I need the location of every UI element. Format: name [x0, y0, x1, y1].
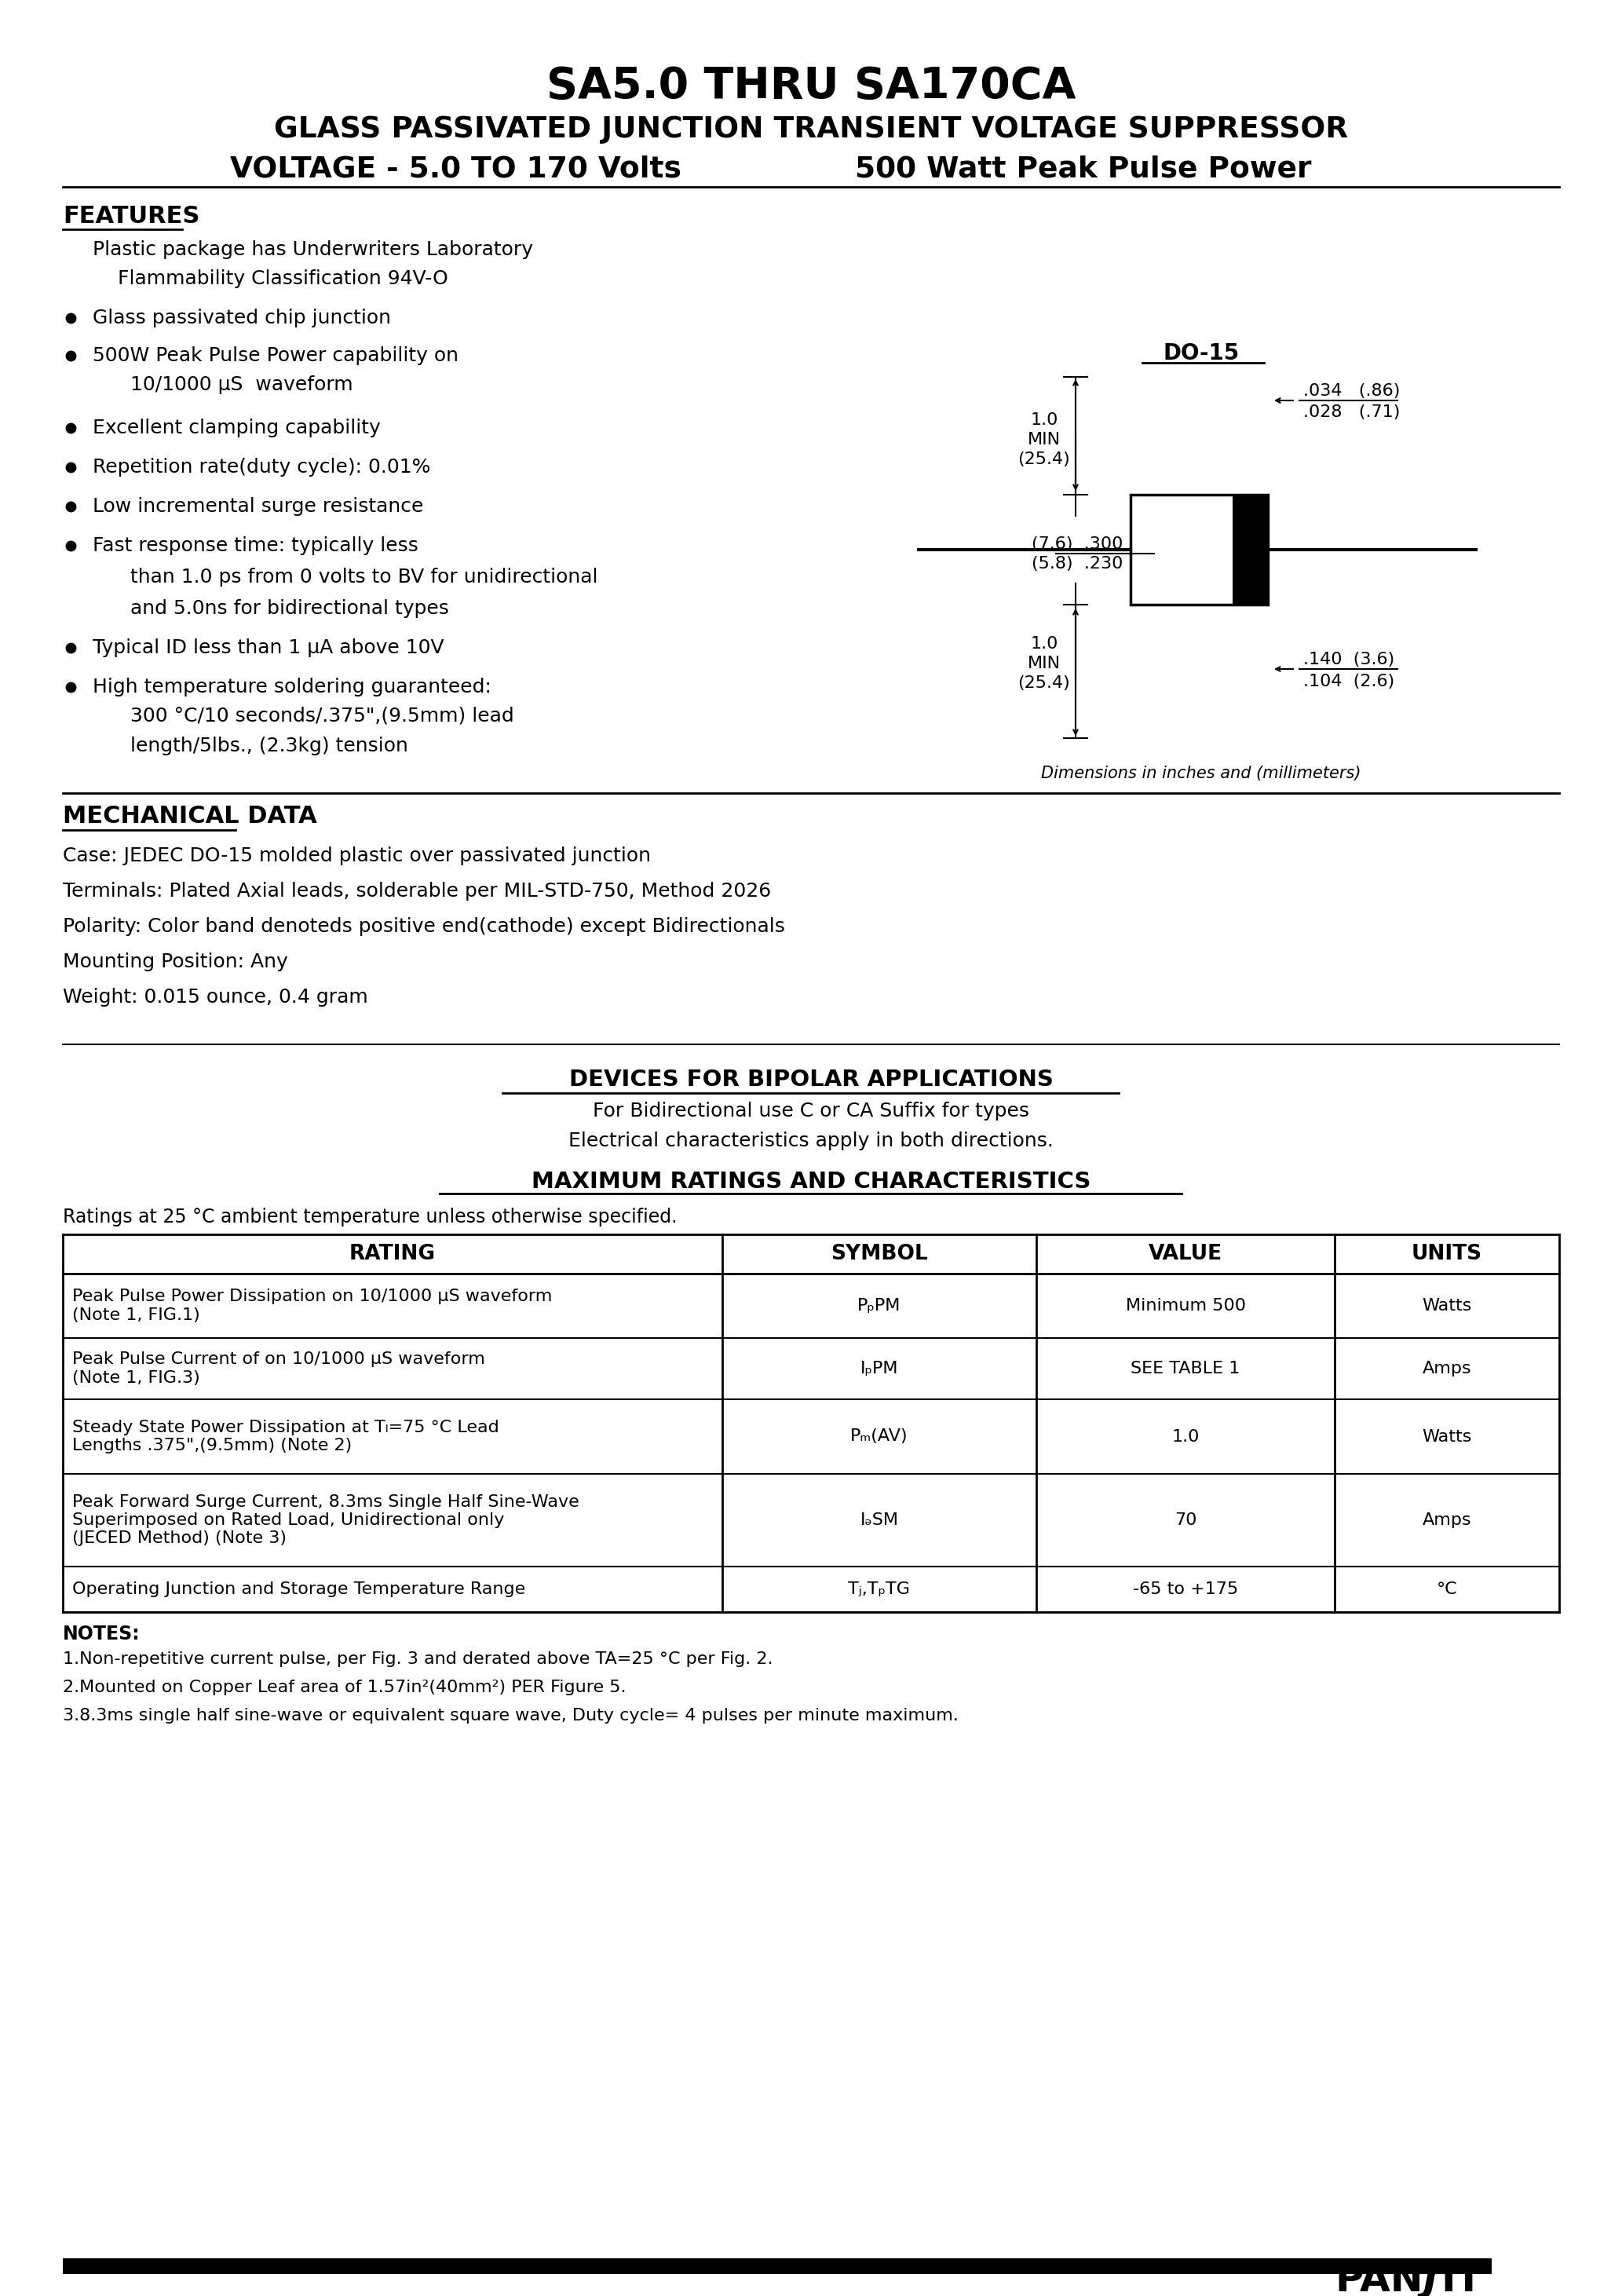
Text: 1.0: 1.0	[1030, 636, 1058, 652]
Text: 10/1000 µS  waveform: 10/1000 µS waveform	[92, 374, 354, 395]
Text: 300 °C/10 seconds/.375",(9.5mm) lead: 300 °C/10 seconds/.375",(9.5mm) lead	[92, 707, 514, 726]
Text: Watts: Watts	[1422, 1297, 1471, 1313]
Text: 1.Non-repetitive current pulse, per Fig. 3 and derated above TA=25 °C per Fig. 2: 1.Non-repetitive current pulse, per Fig.…	[63, 1651, 774, 1667]
Text: Tⱼ,TₚTG: Tⱼ,TₚTG	[848, 1582, 910, 1598]
Text: Peak Pulse Current of on 10/1000 µS waveform
(Note 1, FIG.3): Peak Pulse Current of on 10/1000 µS wave…	[73, 1352, 485, 1384]
Text: 500 Watt Peak Pulse Power: 500 Watt Peak Pulse Power	[855, 154, 1312, 184]
Text: (25.4): (25.4)	[1019, 675, 1071, 691]
Text: Excellent clamping capability: Excellent clamping capability	[92, 418, 381, 436]
Text: VOLTAGE - 5.0 TO 170 Volts: VOLTAGE - 5.0 TO 170 Volts	[230, 154, 681, 184]
Bar	[1233, 494, 1268, 604]
Text: Peak Forward Surge Current, 8.3ms Single Half Sine-Wave
Superimposed on Rated Lo: Peak Forward Surge Current, 8.3ms Single…	[73, 1495, 579, 1545]
Text: MIN: MIN	[1028, 432, 1061, 448]
Text: RATING: RATING	[349, 1244, 436, 1265]
Text: Minimum 500: Minimum 500	[1126, 1297, 1246, 1313]
Text: GLASS PASSIVATED JUNCTION TRANSIENT VOLTAGE SUPPRESSOR: GLASS PASSIVATED JUNCTION TRANSIENT VOLT…	[274, 115, 1348, 145]
Text: Amps: Amps	[1422, 1362, 1471, 1378]
Text: 3.8.3ms single half sine-wave or equivalent square wave, Duty cycle= 4 pulses pe: 3.8.3ms single half sine-wave or equival…	[63, 1708, 959, 1724]
Text: DEVICES FOR BIPOLAR APPLICATIONS: DEVICES FOR BIPOLAR APPLICATIONS	[569, 1068, 1053, 1091]
Text: Ratings at 25 °C ambient temperature unless otherwise specified.: Ratings at 25 °C ambient temperature unl…	[63, 1208, 676, 1226]
Text: Dimensions in inches and (millimeters): Dimensions in inches and (millimeters)	[1041, 765, 1361, 781]
Text: Operating Junction and Storage Temperature Range: Operating Junction and Storage Temperatu…	[73, 1582, 526, 1598]
Text: PAN: PAN	[1335, 2262, 1422, 2296]
Text: PₚPM: PₚPM	[858, 1297, 902, 1313]
Text: Polarity: Color band denoteds positive end(cathode) except Bidirectionals: Polarity: Color band denoteds positive e…	[63, 916, 785, 937]
Text: .028   (.71): .028 (.71)	[1302, 404, 1400, 420]
Text: 500W Peak Pulse Power capability on: 500W Peak Pulse Power capability on	[92, 347, 459, 365]
Text: FEATURES: FEATURES	[63, 204, 200, 227]
Text: 1.0: 1.0	[1171, 1428, 1199, 1444]
Text: Terminals: Plated Axial leads, solderable per MIL-STD-750, Method 2026: Terminals: Plated Axial leads, solderabl…	[63, 882, 770, 900]
Text: SEE TABLE 1: SEE TABLE 1	[1131, 1362, 1241, 1378]
Text: Steady State Power Dissipation at Tₗ=75 °C Lead
Lengths .375",(9.5mm) (Note 2): Steady State Power Dissipation at Tₗ=75 …	[73, 1419, 500, 1453]
Text: Plastic package has Underwriters Laboratory: Plastic package has Underwriters Laborat…	[92, 241, 534, 259]
Text: Pₘ(AV): Pₘ(AV)	[850, 1428, 908, 1444]
Text: DO-15: DO-15	[1163, 342, 1239, 365]
Text: -65 to +175: -65 to +175	[1132, 1582, 1238, 1598]
Text: Amps: Amps	[1422, 1513, 1471, 1529]
Bar	[63, 2259, 1492, 2273]
Text: Mounting Position: Any: Mounting Position: Any	[63, 953, 289, 971]
Text: Low incremental surge resistance: Low incremental surge resistance	[92, 496, 423, 517]
Text: J: J	[1422, 2262, 1437, 2296]
Text: .140  (3.6): .140 (3.6)	[1302, 652, 1395, 668]
Text: Watts: Watts	[1422, 1428, 1471, 1444]
Text: (5.8)  .230: (5.8) .230	[1032, 556, 1122, 572]
Text: length/5lbs., (2.3kg) tension: length/5lbs., (2.3kg) tension	[92, 737, 409, 755]
Bar	[1131, 494, 1268, 604]
Text: (7.6)  .300: (7.6) .300	[1032, 537, 1122, 551]
Text: IₔSM: IₔSM	[860, 1513, 899, 1529]
Text: 1.0: 1.0	[1030, 413, 1058, 427]
Text: IₚPM: IₚPM	[860, 1362, 899, 1378]
Text: °C: °C	[1437, 1582, 1458, 1598]
Text: SYMBOL: SYMBOL	[830, 1244, 928, 1265]
Text: Electrical characteristics apply in both directions.: Electrical characteristics apply in both…	[568, 1132, 1054, 1150]
Text: Typical ID less than 1 µA above 10V: Typical ID less than 1 µA above 10V	[92, 638, 444, 657]
Text: UNITS: UNITS	[1411, 1244, 1483, 1265]
Text: 70: 70	[1174, 1513, 1197, 1529]
Text: Fast response time: typically less: Fast response time: typically less	[92, 537, 418, 556]
Text: than 1.0 ps from 0 volts to BV for unidirectional: than 1.0 ps from 0 volts to BV for unidi…	[92, 567, 599, 585]
Text: Peak Pulse Power Dissipation on 10/1000 µS waveform
(Note 1, FIG.1): Peak Pulse Power Dissipation on 10/1000 …	[73, 1288, 551, 1322]
Text: Case: JEDEC DO-15 molded plastic over passivated junction: Case: JEDEC DO-15 molded plastic over pa…	[63, 847, 650, 866]
Text: .104  (2.6): .104 (2.6)	[1302, 673, 1395, 689]
Text: High temperature soldering guaranteed:: High temperature soldering guaranteed:	[92, 677, 491, 696]
Text: Repetition rate(duty cycle): 0.01%: Repetition rate(duty cycle): 0.01%	[92, 457, 430, 478]
Text: and 5.0ns for bidirectional types: and 5.0ns for bidirectional types	[92, 599, 449, 618]
Text: 2.Mounted on Copper Leaf area of 1.57in²(40mm²) PER Figure 5.: 2.Mounted on Copper Leaf area of 1.57in²…	[63, 1681, 626, 1694]
Text: Flammability Classification 94V-O: Flammability Classification 94V-O	[92, 269, 448, 289]
Text: Weight: 0.015 ounce, 0.4 gram: Weight: 0.015 ounce, 0.4 gram	[63, 987, 368, 1006]
Text: For Bidirectional use C or CA Suffix for types: For Bidirectional use C or CA Suffix for…	[592, 1102, 1030, 1120]
Text: (25.4): (25.4)	[1019, 452, 1071, 466]
Text: SA5.0 THRU SA170CA: SA5.0 THRU SA170CA	[547, 64, 1075, 108]
Text: Glass passivated chip junction: Glass passivated chip junction	[92, 308, 391, 328]
Text: MAXIMUM RATINGS AND CHARACTERISTICS: MAXIMUM RATINGS AND CHARACTERISTICS	[532, 1171, 1090, 1192]
Text: .034   (.86): .034 (.86)	[1302, 383, 1400, 400]
Text: MIN: MIN	[1028, 657, 1061, 670]
Text: IT: IT	[1440, 2262, 1483, 2296]
Text: NOTES:: NOTES:	[63, 1626, 139, 1644]
Text: VALUE: VALUE	[1148, 1244, 1223, 1265]
Text: MECHANICAL DATA: MECHANICAL DATA	[63, 806, 316, 829]
